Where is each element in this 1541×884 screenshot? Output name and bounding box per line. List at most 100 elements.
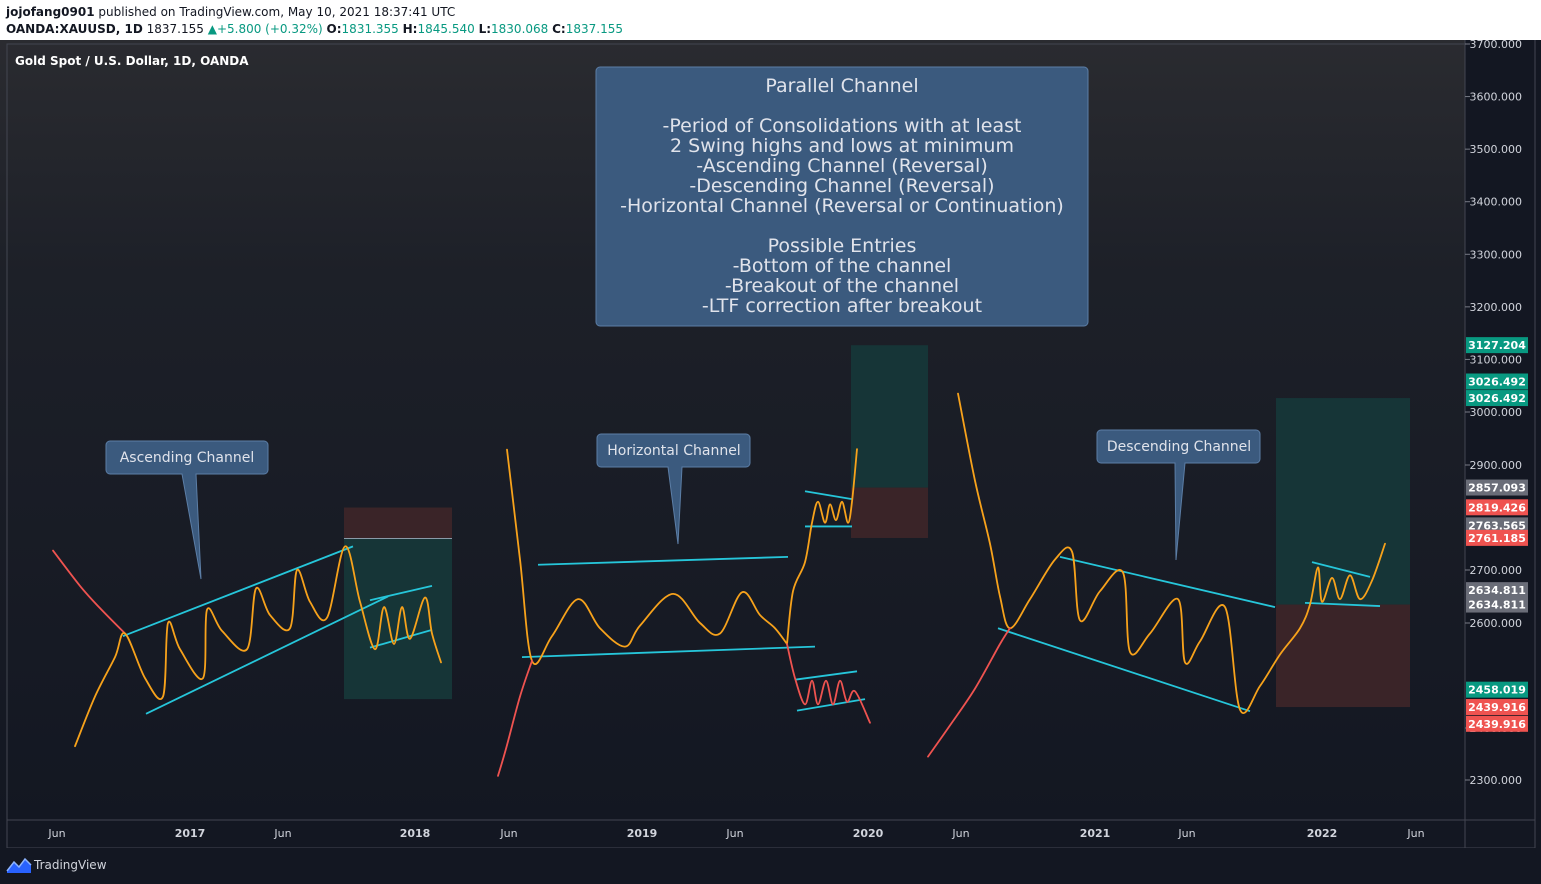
- y-tick-label-12: 2300.000: [1470, 774, 1523, 787]
- last-price: 1837.155: [146, 22, 204, 36]
- channel-line-0: [122, 545, 354, 637]
- price-tag-bg-6: [1466, 529, 1528, 546]
- callout-horizontal-label: Horizontal Channel: [607, 443, 740, 459]
- price-tag-bg-4: [1466, 499, 1528, 516]
- channel-line-5: [521, 645, 816, 659]
- channel-line-2: [369, 585, 433, 602]
- series-line-4: [786, 448, 858, 645]
- x-tick-label-4: Jun: [499, 827, 517, 840]
- y-tick-label-9: 2700.000: [1470, 564, 1523, 577]
- series-line-2: [506, 448, 788, 665]
- symbol-name: OANDA:XAUUSD, 1D: [6, 22, 143, 36]
- info-box-background: [595, 66, 1089, 327]
- price-tag-bg-10: [1466, 699, 1528, 716]
- brand-name[interactable]: TradingView: [34, 858, 107, 872]
- info-line-9: -Bottom of the channel: [733, 255, 952, 277]
- low-value: 1830.068: [491, 22, 549, 36]
- info-line-10: -Breakout of the channel: [725, 275, 959, 297]
- footer: TradingView: [0, 848, 1541, 884]
- tradingview-logo-icon[interactable]: [6, 856, 32, 874]
- y-tick-label-4: 3300.000: [1470, 248, 1523, 261]
- x-tick-label-1: 2017: [175, 827, 206, 840]
- published-text: published on TradingView.com, May 10, 20…: [98, 5, 456, 19]
- price-series: [52, 392, 1386, 777]
- callout-ascending[interactable]: Ascending Channel: [105, 440, 269, 580]
- callout-ascending-bubble: [105, 440, 269, 580]
- channel-line-13: [1304, 601, 1381, 607]
- series-line-5: [786, 643, 871, 724]
- price-tag-bg-11: [1466, 715, 1528, 732]
- y-tick-label-3: 3400.000: [1470, 196, 1523, 209]
- price-tag-label-4: 2819.426: [1468, 501, 1526, 514]
- zone-target-2: [851, 345, 928, 488]
- price-tag-bg-7: [1466, 582, 1528, 599]
- y-tick-label-1: 3600.000: [1470, 91, 1523, 104]
- channel-line-9: [796, 698, 866, 712]
- price-change: +5.800 (+0.32%): [216, 22, 323, 36]
- series-line-7: [927, 627, 1011, 758]
- symbol-info: OANDA:XAUUSD, 1D 1837.155 ▲+5.800 (+0.32…: [6, 22, 623, 36]
- zone-target-4: [1276, 398, 1410, 605]
- channel-lines: [122, 490, 1381, 715]
- price-tag-label-9: 2458.019: [1468, 684, 1526, 697]
- open-label: O:: [326, 22, 342, 36]
- price-tag-bg-8: [1466, 596, 1528, 613]
- publish-info: jojofang0901 published on TradingView.co…: [6, 5, 455, 19]
- callout-horizontal[interactable]: Horizontal Channel: [596, 433, 751, 545]
- y-tick-label-0: 3700.000: [1470, 40, 1523, 51]
- callout-descending-label: Descending Channel: [1107, 439, 1251, 455]
- position-zones: [344, 345, 1410, 708]
- high-value: 1845.540: [417, 22, 475, 36]
- low-label: L:: [478, 22, 492, 36]
- info-line-2: -Period of Consolidations with at least: [663, 115, 1022, 137]
- zone-stop-0: [344, 507, 452, 539]
- zone-target-1: [344, 538, 452, 700]
- author-name[interactable]: jojofang0901: [6, 5, 95, 19]
- info-line-4: -Ascending Channel (Reversal): [696, 155, 987, 177]
- x-tick-label-0: Jun: [47, 827, 65, 840]
- info-line-0: Parallel Channel: [765, 75, 918, 97]
- close-value: 1837.155: [565, 22, 623, 36]
- channel-line-3: [369, 628, 433, 649]
- price-tag-label-5: 2763.565: [1468, 519, 1526, 532]
- price-tag-bg-5: [1466, 517, 1528, 534]
- price-tag-bg-3: [1466, 479, 1528, 496]
- info-line-5: -Descending Channel (Reversal): [689, 175, 994, 197]
- close-label: C:: [552, 22, 566, 36]
- publish-header: jojofang0901 published on TradingView.co…: [0, 0, 1541, 40]
- x-tick-label-12: Jun: [1406, 827, 1424, 840]
- x-axis[interactable]: Jun 2017 Jun 2018 Jun 2019 Jun 2020 Jun 2021 Jun 20…: [47, 827, 1424, 840]
- price-tags: 3127.204 3026.492 3026.492 2857.093 2819.426…: [1466, 337, 1528, 732]
- price-chart[interactable]: Gold Spot / U.S. Dollar, 1D, OANDA 3700.…: [0, 40, 1541, 848]
- info-line-8: Possible Entries: [768, 235, 917, 257]
- price-tag-label-1: 3026.492: [1468, 376, 1526, 389]
- channel-line-10: [1059, 555, 1276, 608]
- x-tick-label-5: 2019: [627, 827, 658, 840]
- callout-descending[interactable]: Descending Channel: [1096, 429, 1261, 561]
- series-line-0: [52, 549, 126, 635]
- up-arrow-icon: ▲: [207, 22, 217, 36]
- channel-line-8: [794, 670, 858, 681]
- info-box-text: Parallel Channel -Period of Consolidation…: [620, 75, 1064, 317]
- info-line-11: -LTF correction after breakout: [702, 295, 982, 317]
- chart-title: Gold Spot / U.S. Dollar, 1D, OANDA: [15, 54, 249, 68]
- zone-stop-5: [1276, 604, 1410, 708]
- series-line-1: [74, 545, 442, 748]
- x-tick-label-11: 2022: [1307, 827, 1338, 840]
- info-box[interactable]: Parallel Channel -Period of Consolidation…: [595, 66, 1089, 327]
- price-tag-bg-2: [1466, 390, 1528, 407]
- series-line-6: [957, 392, 1386, 714]
- x-tick-label-9: 2021: [1080, 827, 1111, 840]
- y-tick-label-7: 3000.000: [1470, 406, 1523, 419]
- price-tag-label-6: 2761.185: [1468, 532, 1526, 545]
- x-tick-label-10: Jun: [1177, 827, 1195, 840]
- y-tick-label-10: 2600.000: [1470, 617, 1523, 630]
- channel-line-6: [804, 490, 853, 501]
- high-label: H:: [402, 22, 418, 36]
- price-tag-bg-1: [1466, 373, 1528, 390]
- channel-line-11: [997, 627, 1251, 713]
- y-axis[interactable]: 3700.000 3600.000 3500.000 3400.000 3300.000…: [1465, 40, 1522, 787]
- open-value: 1831.355: [341, 22, 399, 36]
- channel-line-4: [537, 555, 789, 566]
- x-tick-label-8: Jun: [951, 827, 969, 840]
